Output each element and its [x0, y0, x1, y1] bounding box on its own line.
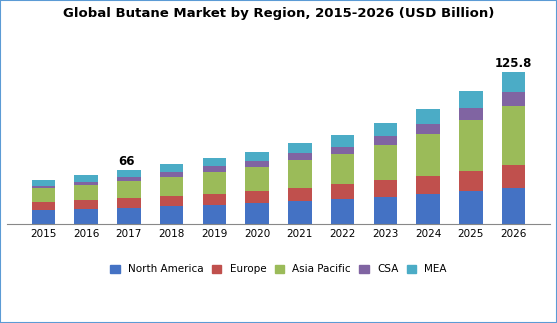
Bar [117, 198, 140, 208]
Legend: North America, Europe, Asia Pacific, CSA, MEA: North America, Europe, Asia Pacific, CSA… [106, 260, 451, 278]
Bar [203, 194, 226, 205]
Bar [417, 194, 440, 224]
Bar [331, 147, 354, 154]
Bar [374, 197, 397, 224]
Bar [288, 143, 311, 153]
Bar [502, 165, 525, 188]
Bar [374, 123, 397, 136]
Bar [246, 161, 269, 167]
Bar [75, 182, 98, 185]
Bar [160, 172, 183, 177]
Bar [246, 152, 269, 161]
Bar [459, 120, 482, 171]
Bar [374, 180, 397, 197]
Bar [117, 181, 140, 198]
Bar [160, 196, 183, 206]
Bar [417, 134, 440, 176]
Bar [502, 106, 525, 165]
Bar [117, 208, 140, 224]
Bar [160, 177, 183, 196]
Bar [502, 72, 525, 92]
Bar [374, 136, 397, 144]
Bar [32, 210, 55, 224]
Bar [246, 167, 269, 191]
Bar [75, 185, 98, 200]
Bar [417, 176, 440, 194]
Text: 125.8: 125.8 [495, 57, 532, 70]
Bar [374, 144, 397, 180]
Bar [203, 158, 226, 166]
Text: 66: 66 [119, 155, 135, 168]
Bar [459, 191, 482, 224]
Bar [75, 200, 98, 209]
Bar [32, 180, 55, 186]
Bar [246, 203, 269, 224]
Title: Global Butane Market by Region, 2015-2026 (USD Billion): Global Butane Market by Region, 2015-202… [63, 7, 494, 20]
Bar [331, 154, 354, 184]
Bar [288, 202, 311, 224]
Bar [203, 172, 226, 194]
Bar [459, 91, 482, 108]
Bar [502, 188, 525, 224]
Bar [331, 199, 354, 224]
Bar [502, 92, 525, 106]
Bar [331, 184, 354, 199]
Bar [117, 177, 140, 181]
Bar [288, 160, 311, 188]
Bar [331, 135, 354, 147]
Bar [459, 108, 482, 120]
Bar [288, 188, 311, 202]
Bar [246, 191, 269, 203]
Bar [32, 202, 55, 210]
Bar [32, 188, 55, 202]
Bar [160, 206, 183, 224]
Bar [288, 153, 311, 160]
Bar [417, 124, 440, 134]
Bar [75, 175, 98, 182]
Bar [75, 209, 98, 224]
Bar [417, 109, 440, 124]
Bar [160, 164, 183, 172]
Bar [117, 170, 140, 177]
Bar [459, 171, 482, 191]
Bar [203, 205, 226, 224]
Bar [203, 166, 226, 172]
Bar [32, 186, 55, 188]
